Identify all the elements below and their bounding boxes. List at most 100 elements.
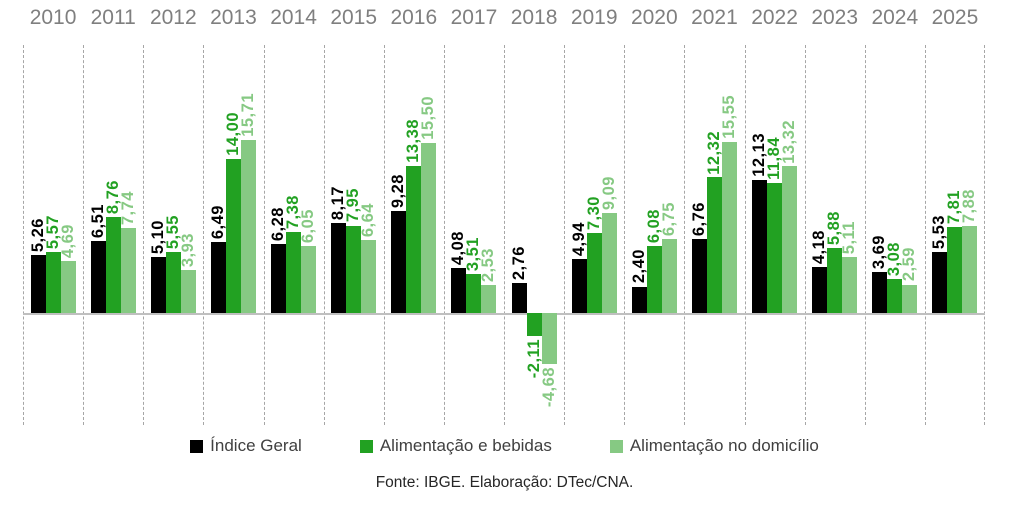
bar-alimentacao-no-domicilio-2010 <box>60 261 76 313</box>
dashed-gridline <box>624 45 626 425</box>
year-group-2014: 6,28 7,38 6,05 <box>264 45 324 425</box>
legend-swatch-alimentacao-e-bebidas <box>359 439 373 453</box>
dashed-gridline <box>804 45 806 425</box>
dashed-gridline <box>383 45 385 425</box>
bar-indice-geral-2014 <box>271 243 287 313</box>
bar-alimentacao-no-domicilio-2021 <box>721 141 737 313</box>
year-group-2020: 2,40 6,08 6,75 <box>624 45 684 425</box>
bar-alimentacao-e-bebidas-2022 <box>767 182 783 313</box>
bar-alimentacao-no-domicilio-2022 <box>782 166 798 313</box>
value-label-alimentacao-no-domicilio-2021: 15,55 <box>719 95 738 139</box>
year-group-2017: 4,08 3,51 2,53 <box>444 45 504 425</box>
year-label-2024: 2024 <box>871 6 919 29</box>
value-label-indice-geral-2021: 6,76 <box>689 201 708 236</box>
bar-indice-geral-2013 <box>210 241 226 313</box>
bar-alimentacao-no-domicilio-2015 <box>361 239 377 313</box>
bar-alimentacao-no-domicilio-2020 <box>661 238 677 313</box>
dashed-gridline <box>504 45 505 425</box>
value-label-alimentacao-no-domicilio-2014: 6,05 <box>299 209 318 244</box>
year-label-2021: 2021 <box>691 6 738 29</box>
year-label-2015: 2015 <box>330 6 378 29</box>
bar-indice-geral-2018 <box>511 282 527 313</box>
bar-alimentacao-e-bebidas-2015 <box>346 225 362 313</box>
bar-alimentacao-e-bebidas-2025 <box>947 227 963 313</box>
bar-alimentacao-no-domicilio-2023 <box>842 256 858 313</box>
year-group-2022: 12,13 11,84 13,32 <box>745 45 805 425</box>
bar-indice-geral-2015 <box>331 223 347 313</box>
year-label-2022: 2022 <box>751 6 798 29</box>
dashed-gridline <box>924 45 926 425</box>
year-group-2010: 5,26 5,57 4,69 <box>23 45 83 425</box>
bar-alimentacao-e-bebidas-2019 <box>586 232 602 313</box>
value-label-alimentacao-no-domicilio-2010: 4,69 <box>58 224 77 259</box>
value-label-alimentacao-no-domicilio-2020: 6,75 <box>659 201 678 236</box>
bar-indice-geral-2021 <box>691 238 707 313</box>
bar-indice-geral-2022 <box>752 179 768 313</box>
legend-item-alimentacao-no-domicilio: Alimentação no domicílio <box>609 436 819 456</box>
bar-indice-geral-2017 <box>451 268 467 313</box>
dashed-gridline <box>263 45 265 425</box>
legend-label-alimentacao-e-bebidas: Alimentação e bebidas <box>379 436 552 455</box>
year-group-2011: 6,51 8,76 7,74 <box>83 45 143 425</box>
value-label-alimentacao-no-domicilio-2015: 6,64 <box>359 202 378 237</box>
dashed-gridline <box>984 45 985 425</box>
dashed-gridline <box>23 45 24 425</box>
value-label-indice-geral-2016: 9,28 <box>389 173 408 208</box>
legend-item-alimentacao-e-bebidas: Alimentação e bebidas <box>359 436 552 456</box>
value-label-alimentacao-no-domicilio-2017: 2,53 <box>479 248 498 283</box>
bar-alimentacao-no-domicilio-2025 <box>962 226 978 313</box>
year-label-2010: 2010 <box>29 6 77 29</box>
bar-indice-geral-2019 <box>571 258 587 313</box>
year-group-2025: 5,53 7,81 7,88 <box>925 45 985 425</box>
bar-alimentacao-e-bebidas-2017 <box>466 274 482 313</box>
year-label-2025: 2025 <box>931 6 979 29</box>
year-label-2020: 2020 <box>630 6 678 29</box>
dashed-gridline <box>564 45 566 425</box>
year-group-2018: 2,76 -2,11 -4,68 <box>504 45 564 425</box>
bar-alimentacao-e-bebidas-2012 <box>165 251 181 313</box>
year-label-2017: 2017 <box>450 6 498 29</box>
bar-alimentacao-no-domicilio-2012 <box>180 269 196 313</box>
dashed-gridline <box>203 45 205 425</box>
year-label-2018: 2018 <box>510 6 558 29</box>
bar-indice-geral-2025 <box>932 252 948 313</box>
bar-alimentacao-no-domicilio-2013 <box>240 140 256 313</box>
value-label-alimentacao-no-domicilio-2013: 15,71 <box>238 93 257 138</box>
bar-alimentacao-e-bebidas-2010 <box>45 251 61 313</box>
bar-alimentacao-e-bebidas-2013 <box>225 159 241 313</box>
bar-alimentacao-e-bebidas-2018 <box>526 313 542 337</box>
plot-area: 5,26 5,57 4,69 6,51 8,76 7,74 5,10 5,55 3,93 6,49… <box>23 45 985 425</box>
bar-indice-geral-2020 <box>631 286 647 313</box>
bar-alimentacao-e-bebidas-2023 <box>827 248 843 313</box>
year-label-2019: 2019 <box>570 6 618 29</box>
bar-alimentacao-no-domicilio-2017 <box>481 285 497 313</box>
x-axis-year-labels: 2010 2011 2012 2013 2014 2015 2016 2017 2018 2019… <box>23 5 985 30</box>
value-label-alimentacao-no-domicilio-2011: 7,74 <box>118 190 137 225</box>
year-group-2024: 3,69 3,08 2,59 <box>865 45 925 425</box>
legend-swatch-alimentacao-no-domicilio <box>609 439 623 453</box>
bar-alimentacao-e-bebidas-2024 <box>887 279 903 313</box>
year-group-2012: 5,10 5,55 3,93 <box>143 45 203 425</box>
bar-indice-geral-2012 <box>150 256 166 313</box>
bar-alimentacao-no-domicilio-2018 <box>541 313 557 365</box>
source-note: Fonte: IBGE. Elaboração: DTec/CNA. <box>375 474 634 491</box>
zero-axis-line <box>23 313 985 315</box>
year-group-2019: 4,94 7,30 9,09 <box>564 45 624 425</box>
dashed-gridline <box>323 45 325 425</box>
year-label-2011: 2011 <box>90 6 136 29</box>
legend: Índice Geral Alimentação e bebidas Alime… <box>0 436 1009 456</box>
bar-alimentacao-e-bebidas-2021 <box>706 177 722 313</box>
legend-label-indice-geral: Índice Geral <box>210 436 302 455</box>
year-label-2016: 2016 <box>390 6 438 29</box>
dashed-gridline <box>684 45 686 425</box>
value-label-indice-geral-2013: 6,49 <box>208 204 227 239</box>
dashed-gridline <box>443 45 445 425</box>
year-label-2023: 2023 <box>811 6 859 29</box>
bar-indice-geral-2011 <box>90 241 106 313</box>
value-label-alimentacao-no-domicilio-2012: 3,93 <box>178 232 197 267</box>
value-label-alimentacao-no-domicilio-2016: 15,50 <box>419 95 438 140</box>
bar-indice-geral-2016 <box>391 210 407 313</box>
value-label-indice-geral-2020: 2,40 <box>629 249 648 284</box>
year-group-2016: 9,28 13,38 15,50 <box>384 45 444 425</box>
